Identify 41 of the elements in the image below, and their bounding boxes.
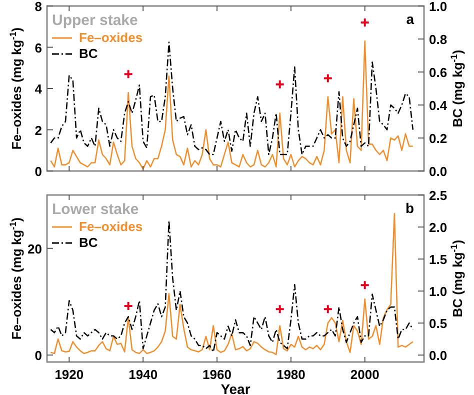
y2-tick-label: 0.2 (429, 131, 448, 146)
y2-tick-label: 1.0 (429, 0, 448, 14)
legend-label: Fe–oxides (79, 30, 143, 45)
point (322, 73, 333, 84)
y-tick-label: 8 (34, 0, 42, 14)
annotation: a (406, 11, 414, 27)
point (360, 280, 370, 290)
y-tick-label: 2 (34, 122, 42, 138)
x-tick-label: 1920 (54, 367, 84, 382)
x-tick-label: 2000 (350, 367, 380, 382)
annotation: b (405, 200, 414, 216)
y2-tick-label: 1.5 (429, 252, 448, 268)
point (274, 79, 285, 90)
point (123, 69, 134, 80)
x-tick-label: 1960 (202, 367, 232, 382)
legend-label: BC (79, 46, 98, 61)
y2-tick-label: 0.5 (429, 316, 448, 332)
y-tick-label: 6 (34, 40, 42, 56)
chart-title: Lower stake (52, 201, 139, 218)
y2-tick-label: 2.0 (429, 220, 448, 236)
y2-tick-label: 0.6 (429, 65, 448, 80)
point (274, 304, 285, 314)
y-tick-label: 0 (34, 348, 42, 364)
y2-tick-label: 0.0 (429, 164, 448, 179)
y2-tick-label: 1.0 (429, 284, 448, 300)
y-tick-label: 4 (34, 82, 43, 96)
x-axis-title: Year (220, 381, 251, 395)
point (322, 304, 333, 314)
y2-tick-label: 0.0 (429, 348, 448, 364)
legend-label: Fe–oxides (79, 219, 143, 234)
point (360, 18, 370, 28)
point (123, 300, 134, 311)
y2-tick-label: 2.5 (429, 188, 448, 203)
y2-tick-label: 0.8 (429, 32, 448, 47)
x-tick-label: 1980 (276, 367, 306, 382)
y2-tick-label: 0.4 (429, 98, 448, 113)
x-tick-label: 1940 (128, 367, 158, 382)
y-tick-label: 0 (34, 164, 42, 179)
legend-label: BC (79, 235, 98, 250)
chart-title: Upper stake (52, 12, 138, 29)
y-tick-label: 20 (28, 241, 42, 256)
